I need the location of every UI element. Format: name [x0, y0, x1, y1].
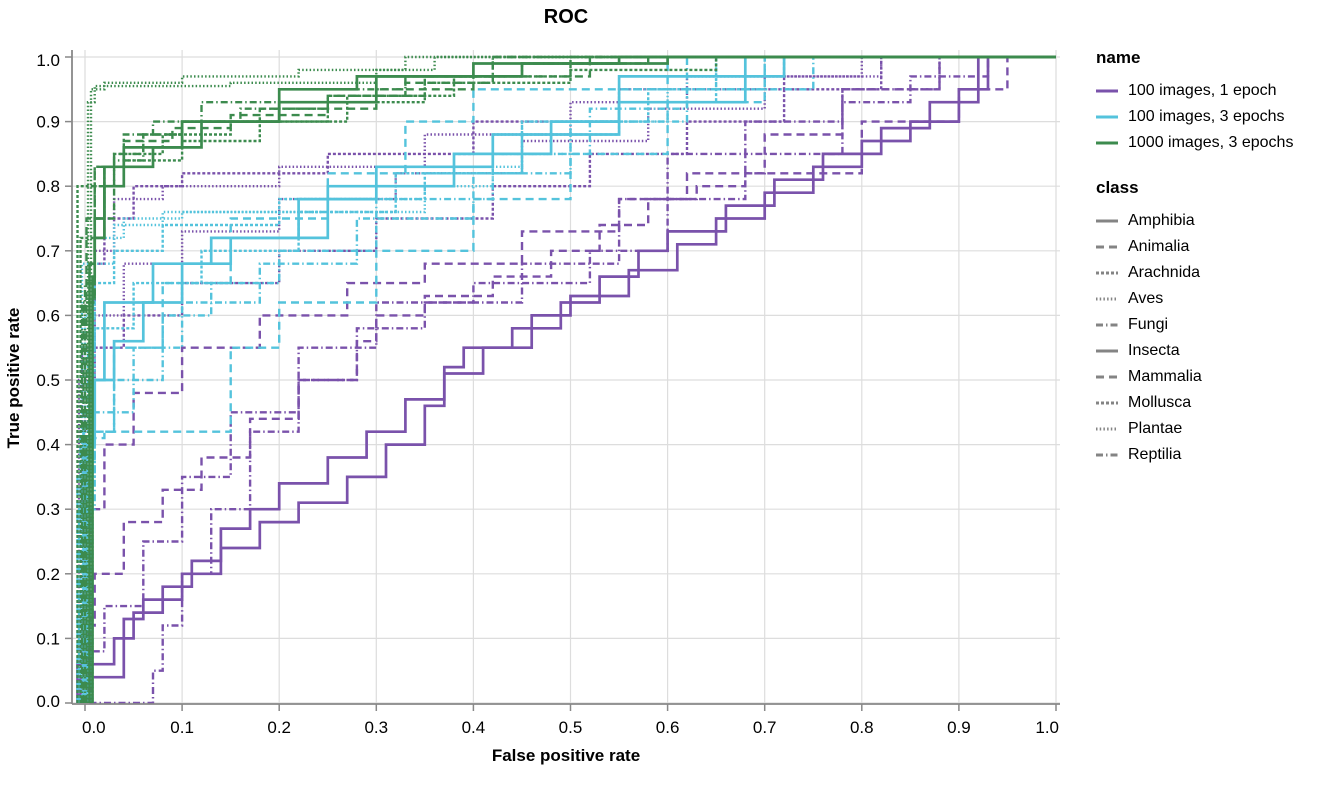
- x-tick-label: 0.7: [753, 718, 777, 737]
- x-tick-label: 0.0: [82, 718, 106, 737]
- x-tick-label: 0.2: [267, 718, 291, 737]
- legend-name-item-2-label: 1000 images, 3 epochs: [1128, 134, 1294, 151]
- legend-class-item-7-label: Mollusca: [1128, 394, 1192, 411]
- roc-curve: [79, 55, 1056, 703]
- legend-line-swatch-icon: [1096, 297, 1118, 301]
- roc-curve: [85, 55, 1056, 703]
- legend-name-item-0-label: 100 images, 1 epoch: [1128, 82, 1277, 99]
- x-tick-label: 0.3: [364, 718, 388, 737]
- legend-name-items: 100 images, 1 epoch 100 images, 3 epochs 1…: [1096, 78, 1336, 156]
- legend-class-item-5-label: Insecta: [1128, 342, 1180, 359]
- legend-name-item-0: 100 images, 1 epoch: [1096, 78, 1336, 104]
- legend-class-item-2: Arachnida: [1096, 260, 1336, 286]
- legend-line-swatch-icon: [1096, 427, 1118, 431]
- y-tick-label: 0.1: [36, 629, 60, 648]
- x-tick-label: 1.0: [1035, 718, 1059, 737]
- legend-class-item-0-label: Amphibia: [1128, 212, 1195, 229]
- legend-class-item-0: Amphibia: [1096, 208, 1336, 234]
- legend-line-swatch-icon: [1096, 245, 1118, 249]
- legend-class-item-3: Aves: [1096, 286, 1336, 312]
- legend-class-items: Amphibia Animalia Arachnida Aves Fungi Insect…: [1096, 208, 1336, 468]
- legend-name-item-2: 1000 images, 3 epochs: [1096, 130, 1336, 156]
- legend-class-item-5: Insecta: [1096, 338, 1336, 364]
- y-tick-label: 0.3: [36, 500, 60, 519]
- x-axis-title: False positive rate: [491, 746, 641, 765]
- legend: name 100 images, 1 epoch 100 images, 3 ep…: [1096, 40, 1336, 468]
- legend-name-title: name: [1096, 48, 1141, 67]
- roc-curve: [77, 55, 1056, 703]
- roc-curve: [85, 55, 1056, 703]
- legend-line-swatch-icon: [1096, 401, 1118, 405]
- legend-line-swatch-icon: [1096, 115, 1118, 119]
- roc-curve: [91, 55, 1056, 703]
- legend-class-item-1-label: Animalia: [1128, 238, 1190, 255]
- legend-line-swatch-icon: [1096, 375, 1118, 379]
- roc-plot-svg: 0.0 0.1 0.2 0.3 0.4 0.5 0.6 0.7 0.8 0.9 1.0 0.0 0.1 0…: [36, 50, 1060, 737]
- y-tick-label: 0.8: [36, 177, 60, 196]
- legend-class-item-9-label: Reptilia: [1128, 446, 1182, 463]
- legend-class-item-4-label: Fungi: [1128, 316, 1169, 333]
- x-tick-label: 0.1: [170, 718, 194, 737]
- roc-curve: [86, 55, 1056, 703]
- roc-curve: [89, 55, 1056, 703]
- roc-curve: [76, 55, 1056, 703]
- roc-curve: [76, 55, 1056, 703]
- legend-class-item-8-label: Plantae: [1128, 420, 1183, 437]
- legend-class-item-3-label: Aves: [1128, 290, 1164, 307]
- roc-curve: [86, 55, 1056, 703]
- roc-curve: [83, 55, 1056, 703]
- x-tick-label: 0.8: [850, 718, 874, 737]
- x-tick-label: 0.6: [656, 718, 680, 737]
- y-tick-label: 0.6: [36, 306, 60, 325]
- y-tick-label: 0.7: [36, 242, 60, 261]
- legend-class-item-4: Fungi: [1096, 312, 1336, 338]
- y-tick-label: 1.0: [36, 51, 60, 70]
- legend-class-item-1: Animalia: [1096, 234, 1336, 260]
- legend-class-item-6: Mammalia: [1096, 364, 1336, 390]
- legend-line-swatch-icon: [1096, 89, 1118, 93]
- legend-line-swatch-icon: [1096, 141, 1118, 145]
- roc-curve: [86, 55, 1056, 703]
- y-tick-label: 0.4: [36, 436, 60, 455]
- y-tick-label: 0.2: [36, 565, 60, 584]
- legend-class-item-9: Reptilia: [1096, 442, 1336, 468]
- legend-line-swatch-icon: [1096, 453, 1118, 457]
- x-tick-label: 0.5: [559, 718, 583, 737]
- y-tick-label: 0.0: [36, 692, 60, 711]
- legend-class-item-7: Mollusca: [1096, 390, 1336, 416]
- legend-line-swatch-icon: [1096, 219, 1118, 223]
- y-axis-title: True positive rate: [4, 307, 23, 449]
- roc-curve: [89, 55, 1056, 705]
- legend-class-item-6-label: Mammalia: [1128, 368, 1202, 385]
- y-tick-label: 0.5: [36, 371, 60, 390]
- legend-class-title: class: [1096, 178, 1139, 197]
- roc-chart: ROC 0.0 0.1 0.2 0.3 0.4 0.5 0.6 0.7 0.8 0.9 1.0 0.0…: [4, 6, 1060, 765]
- legend-line-swatch-icon: [1096, 323, 1118, 327]
- chart-title: ROC: [543, 6, 589, 28]
- legend-name-item-1-label: 100 images, 3 epochs: [1128, 108, 1285, 125]
- x-tick-label: 0.4: [462, 718, 486, 737]
- legend-class-item-2-label: Arachnida: [1128, 264, 1201, 281]
- legend-line-swatch-icon: [1096, 271, 1118, 275]
- legend-line-swatch-icon: [1096, 349, 1118, 353]
- roc-curve: [79, 55, 1056, 703]
- roc-curve: [85, 55, 1056, 703]
- x-tick-label: 0.9: [947, 718, 971, 737]
- roc-curve: [76, 55, 1056, 703]
- legend-name-item-1: 100 images, 3 epochs: [1096, 104, 1336, 130]
- roc-curve: [89, 55, 1056, 703]
- legend-class-item-8: Plantae: [1096, 416, 1336, 442]
- y-tick-label: 0.9: [36, 113, 60, 132]
